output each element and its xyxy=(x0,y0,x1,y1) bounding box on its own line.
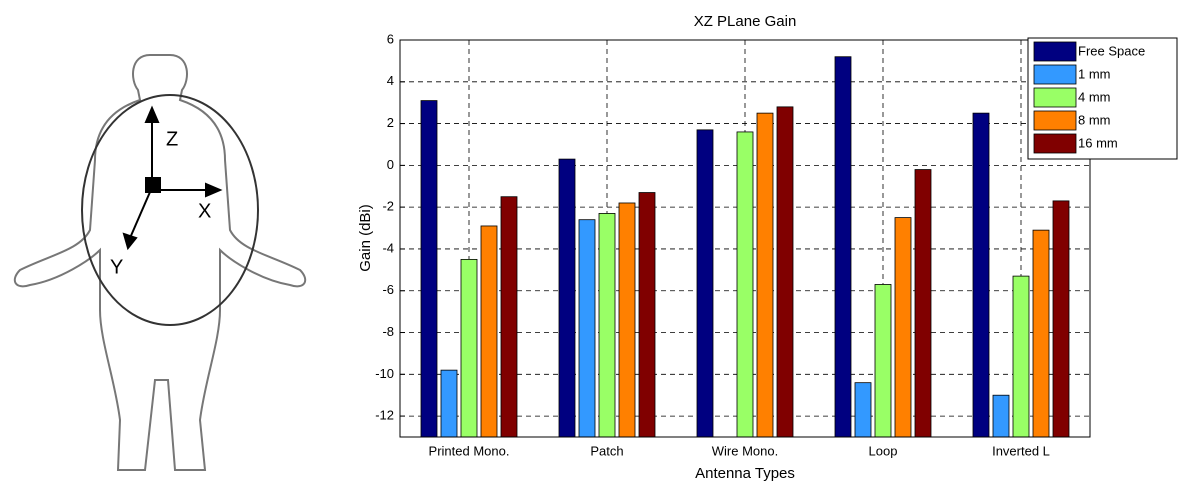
body-diagram xyxy=(13,54,307,471)
bar xyxy=(598,213,616,438)
y-tick-label: 4 xyxy=(387,73,394,88)
bar xyxy=(914,169,932,438)
axis-label: Z xyxy=(166,128,178,150)
y-tick-label: -6 xyxy=(382,282,394,297)
y-axis-title: Gain (dBi) xyxy=(357,204,374,272)
legend-swatch xyxy=(1033,133,1077,154)
y-tick-label: 6 xyxy=(387,31,394,46)
bar xyxy=(500,196,518,438)
bar xyxy=(1052,200,1070,438)
x-tick-label: Patch xyxy=(590,443,623,458)
x-tick-label: Printed Mono. xyxy=(429,443,510,458)
x-tick-label: Loop xyxy=(869,443,898,458)
bar xyxy=(992,394,1010,438)
bar xyxy=(854,382,872,438)
legend-label: 4 mm xyxy=(1078,89,1111,104)
bar xyxy=(460,258,478,438)
arrowhead xyxy=(205,182,223,198)
origin xyxy=(145,177,161,193)
y-tick-label: 2 xyxy=(387,115,394,130)
bar xyxy=(894,217,912,438)
bar xyxy=(696,129,714,438)
bar xyxy=(1012,275,1030,438)
y-tick-label: -8 xyxy=(382,324,394,339)
y-tick-label: -12 xyxy=(375,408,394,423)
bar xyxy=(638,192,656,438)
plot-frame xyxy=(399,39,1091,438)
legend-label: 1 mm xyxy=(1078,66,1111,81)
bar xyxy=(776,106,794,438)
y-tick-label: -4 xyxy=(382,240,394,255)
legend-label: 16 mm xyxy=(1078,135,1118,150)
bar xyxy=(736,131,754,438)
ellipse xyxy=(81,94,259,326)
bar xyxy=(578,219,596,438)
bar xyxy=(756,112,774,438)
axis-label: Y xyxy=(110,256,123,278)
x-tick-label: Inverted L xyxy=(992,443,1050,458)
legend-label: Free Space xyxy=(1078,43,1145,58)
bar xyxy=(440,369,458,438)
y-arrow xyxy=(129,191,151,239)
bar xyxy=(834,56,852,438)
bar xyxy=(420,100,438,438)
x-tick-label: Wire Mono. xyxy=(712,443,778,458)
axis-label: X xyxy=(198,200,211,222)
bar xyxy=(1032,229,1050,438)
y-tick-label: 0 xyxy=(387,157,394,172)
axes-arrows xyxy=(122,105,223,251)
body-outline xyxy=(13,54,307,471)
bar xyxy=(874,284,892,438)
legend-swatch xyxy=(1033,64,1077,85)
legend-swatch xyxy=(1033,110,1077,131)
bar xyxy=(972,112,990,438)
y-tick-label: -10 xyxy=(375,366,394,381)
arrowhead xyxy=(122,232,138,251)
bar xyxy=(480,225,498,438)
x-axis-title: Antenna Types xyxy=(695,465,795,482)
arrowhead xyxy=(144,105,160,123)
legend-swatch xyxy=(1033,41,1077,62)
chart-title: XZ PLane Gain xyxy=(694,13,797,30)
bar xyxy=(618,202,636,438)
legend-label: 8 mm xyxy=(1078,112,1111,127)
legend-swatch xyxy=(1033,87,1077,108)
bar xyxy=(558,158,576,438)
y-tick-label: -2 xyxy=(382,199,394,214)
